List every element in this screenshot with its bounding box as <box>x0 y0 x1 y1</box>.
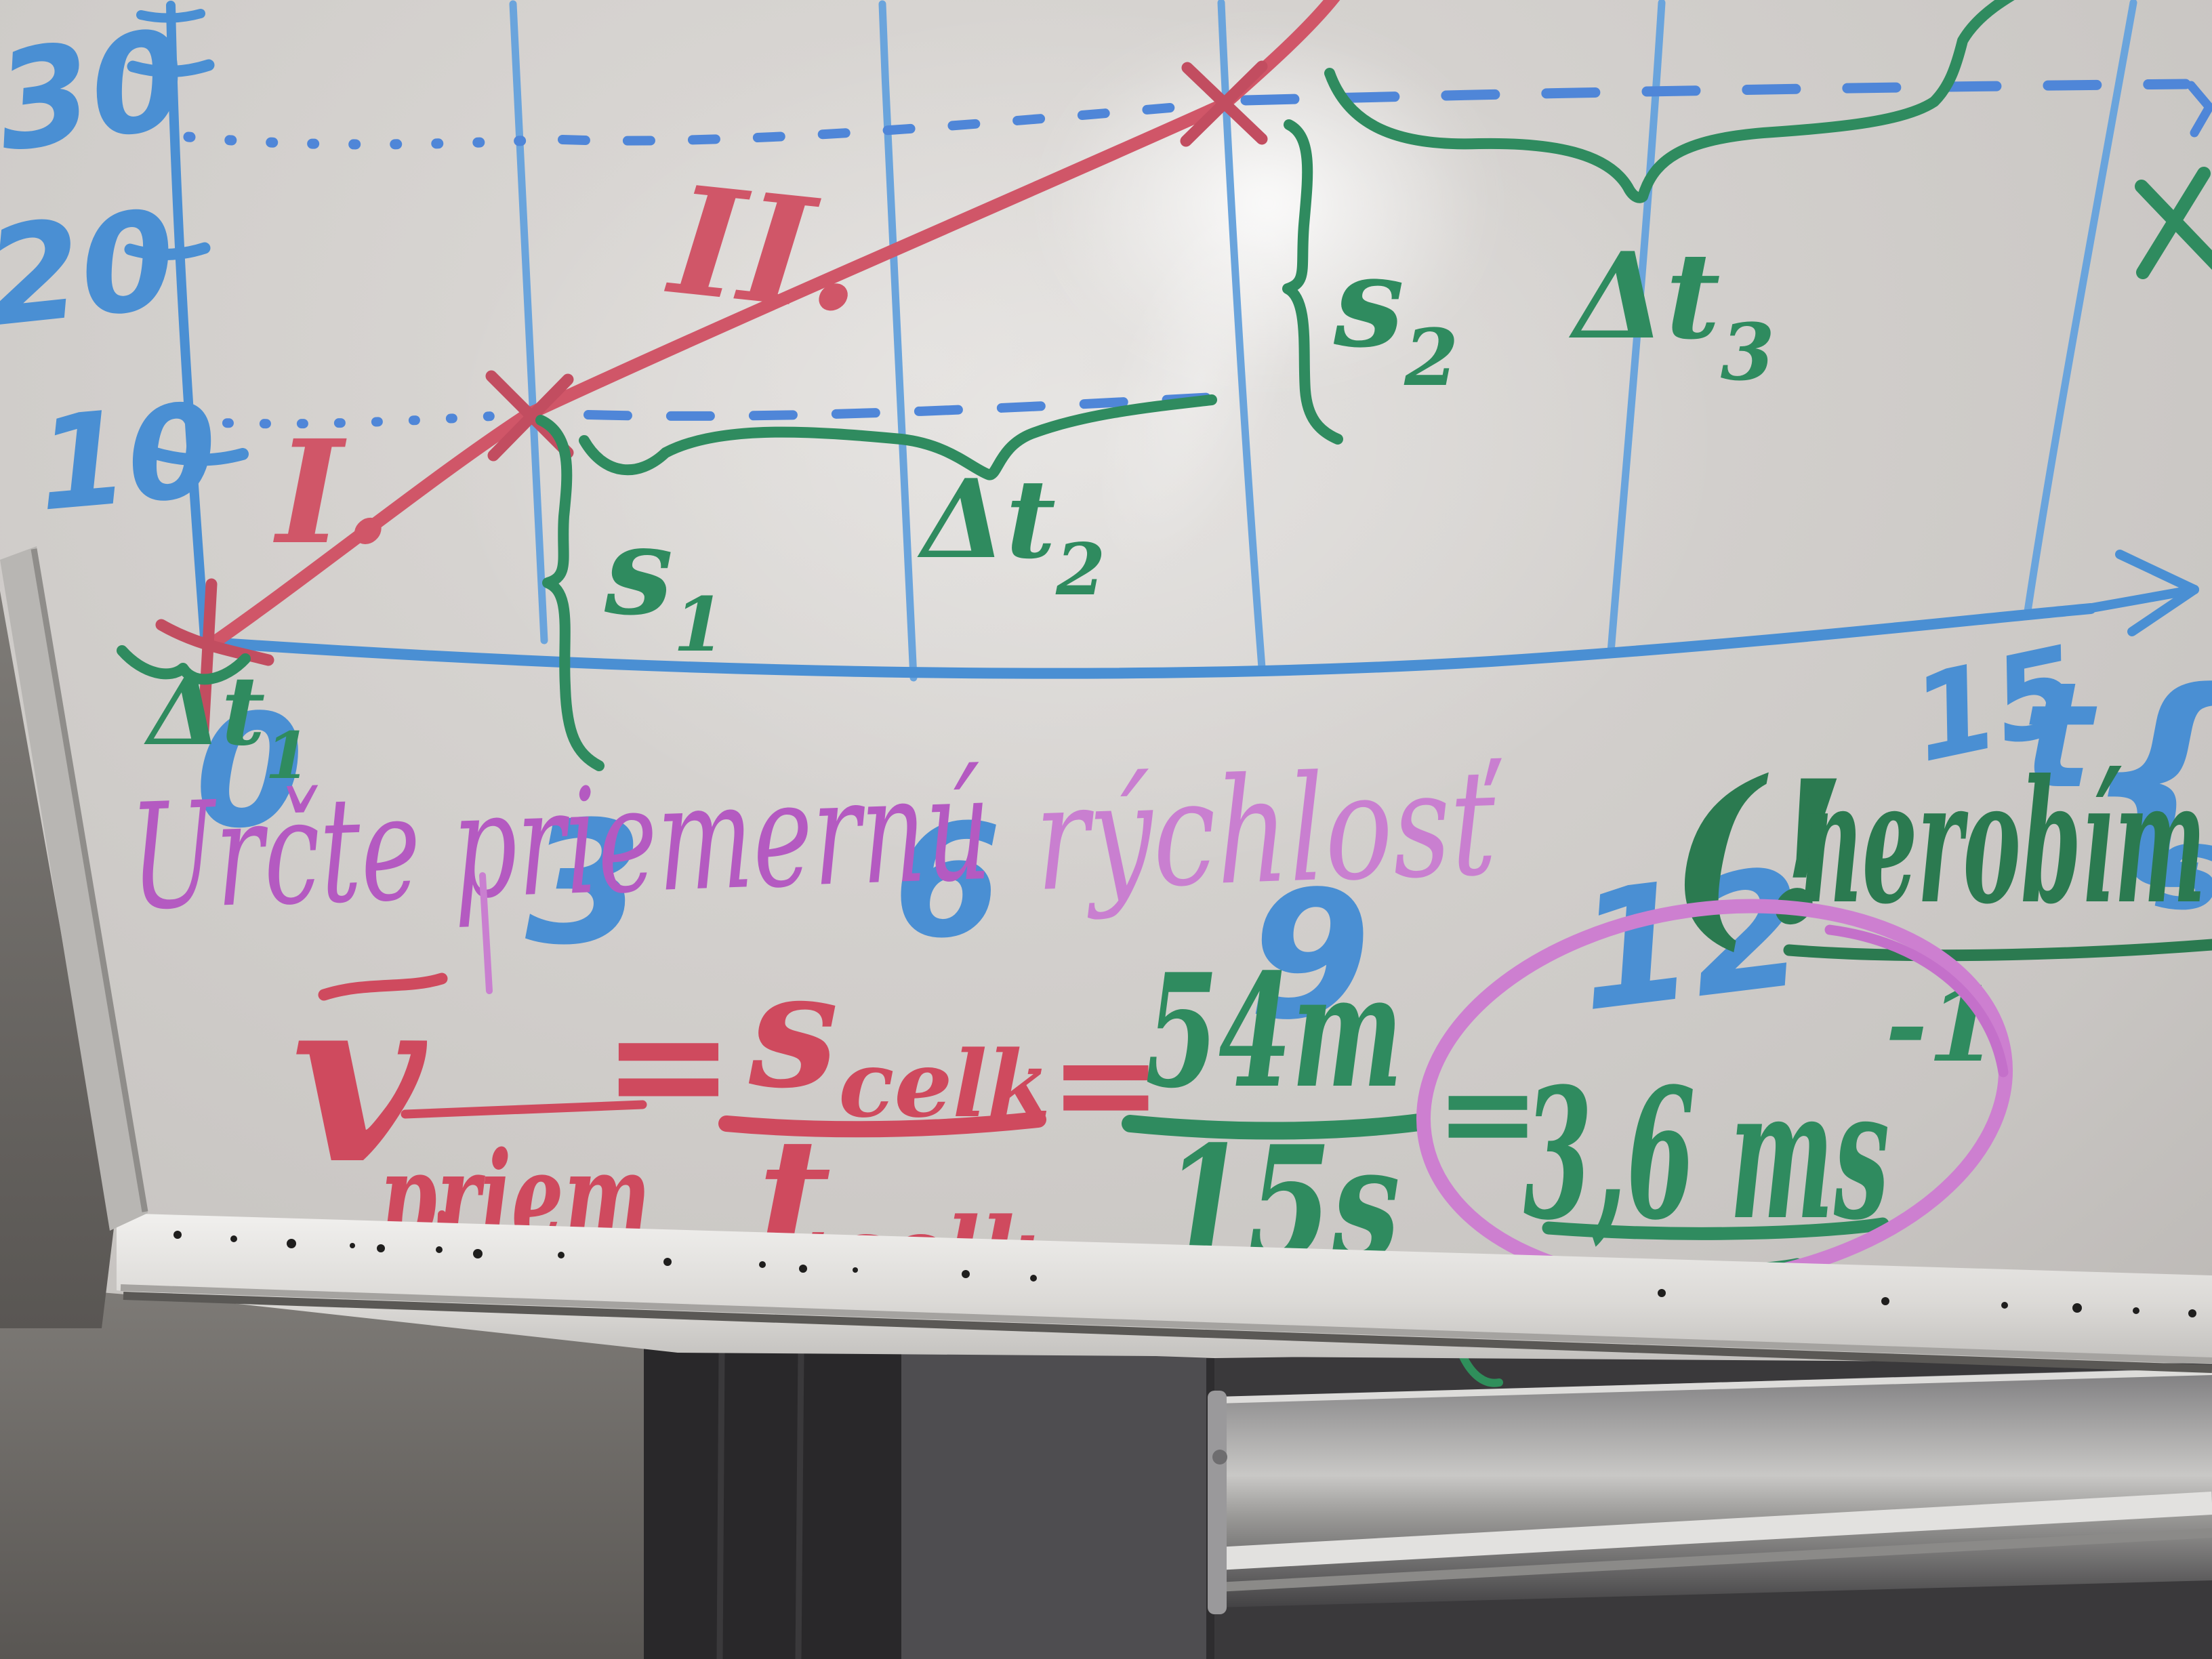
segment-label-2: II. <box>660 152 873 347</box>
tray-green-smudge <box>1458 1351 1503 1387</box>
annotation-braces <box>117 0 2212 771</box>
formula-priem-bar <box>401 1100 647 1119</box>
guide-30-mixed <box>558 100 1214 146</box>
x-label-6: 6 <box>893 792 1002 972</box>
formula-eq-3: = <box>1435 1038 1540 1186</box>
brace-dt2 <box>579 394 1217 480</box>
gridline-t3 <box>509 0 548 644</box>
glare-streak <box>1096 186 1303 573</box>
gridline-t6 <box>878 0 918 682</box>
curve-segment-2 <box>520 98 1231 422</box>
marker-tray <box>1217 1368 2212 1607</box>
x-axis-arrow-shaft <box>2076 585 2199 615</box>
formula-v-bar <box>318 972 448 1001</box>
y-tick-20 <box>124 242 211 261</box>
guide-12-dashes <box>583 392 1218 421</box>
guide-lines <box>183 79 2212 429</box>
board-frame-left <box>0 546 148 1231</box>
prompt-part-2: rýchlosť <box>1032 737 1507 924</box>
tray-end-cap <box>1208 1391 1227 1614</box>
guide-30-end-hook <box>2186 81 2212 138</box>
origin-cross-h <box>155 619 274 666</box>
formula-fraction-bar-2 <box>1122 1113 1428 1140</box>
surroundings <box>0 546 2212 1659</box>
label-s2: s2 <box>1333 228 1458 404</box>
y-axis <box>124 1 249 642</box>
prompt-part-1: Určte priemernú <box>127 743 994 943</box>
y-axis-top-tick <box>136 9 205 23</box>
x-label-0: 0 <box>195 682 304 863</box>
formula-fraction-bar-1 <box>718 1111 1046 1138</box>
aside-word: nerobím <box>1799 742 2206 941</box>
curve-segment-1 <box>203 408 534 652</box>
y-tick-10 <box>147 447 249 466</box>
guide-12-dots <box>185 410 518 429</box>
stand-post <box>901 1347 1214 1659</box>
graph: 30 20 10 0 3 6 9 12 15 t { s I. II. Δt1 … <box>0 0 2212 1059</box>
tray-top-edge <box>1216 1368 2212 1404</box>
dark-panel-seams <box>716 1349 804 1659</box>
label-s1: s1 <box>604 499 725 668</box>
brace-dt3 <box>1324 0 2015 203</box>
x-axis <box>205 550 2199 679</box>
green-x-mark <box>2135 167 2212 279</box>
y-axis-line <box>166 1 209 642</box>
x-label-9: 9 <box>1248 854 1371 1059</box>
frame-lip-shadow <box>120 1284 2212 1364</box>
x-axis-arrow-barb-top <box>2115 550 2199 594</box>
result-ellipse-overdraw <box>1824 924 2009 1078</box>
label-dt2: Δt2 <box>917 455 1105 611</box>
label-dt1: Δt1 <box>144 656 310 794</box>
annotation-labels: Δt1 s1 Δt2 s2 Δt3 <box>144 227 1775 794</box>
dark-panel <box>644 1336 901 1659</box>
y-tick-30 <box>127 59 215 78</box>
wall-left-wedge <box>0 591 114 1328</box>
wall-below-board <box>0 1284 644 1659</box>
x-label-15: 15 <box>1901 621 2091 790</box>
x-axis-brace: { <box>2084 643 2212 903</box>
frame-left-shadow-line <box>30 548 148 1212</box>
guide-30-dashes <box>1240 79 2191 106</box>
axis-labels: 30 20 10 0 3 6 9 12 15 t { s <box>0 0 2212 1059</box>
aside-open-bracket: (! <box>1668 738 1848 968</box>
x-axis-line <box>205 603 2096 679</box>
formula-result-exponent: -1 <box>1885 966 1999 1085</box>
task-prompt: Určte priemernú rýchlosť (! nerobím <box>127 737 2212 994</box>
segment-labels: I. II. <box>273 152 873 576</box>
tray-screw <box>1212 1450 1227 1465</box>
tray-lower-seam <box>1216 1528 2212 1592</box>
y-label-20: 20 <box>0 181 183 358</box>
brace-s2 <box>1282 119 1343 445</box>
point-cross-t9 <box>1180 60 1268 147</box>
origin-cross-v <box>197 578 218 737</box>
brace-s1 <box>535 415 605 771</box>
x-label-12: 12 <box>1568 832 1816 1048</box>
x-axis-var: t <box>2023 651 2097 821</box>
y-label-10: 10 <box>32 375 224 540</box>
gridlines <box>509 0 2137 682</box>
formula-value-num: 54m <box>1145 940 1403 1123</box>
aside-underline <box>1783 939 2212 962</box>
x-axis-unit: s <box>2154 802 2212 936</box>
formula-eq-2: = <box>1049 1004 1163 1163</box>
x-label-3: 3 <box>525 785 643 982</box>
result-underline-1 <box>1542 1217 1889 1240</box>
board-frame-bottom <box>117 1213 2212 1364</box>
gridline-t12 <box>1607 0 1666 656</box>
y-label-30: 30 <box>0 0 195 182</box>
frame-under-shadow <box>123 1292 2212 1373</box>
label-dt3: Δt3 <box>1568 227 1775 398</box>
x-axis-arrow-barb-bottom <box>2127 585 2199 636</box>
formula-eq-1: = <box>602 970 735 1158</box>
tray-highlight-band <box>1216 1492 2212 1570</box>
frame-dirt-specks <box>173 1231 2196 1317</box>
marker-drip-magenta <box>479 872 493 994</box>
brace-dt1 <box>117 645 251 685</box>
segment-label-1: I. <box>273 409 392 576</box>
gridline-t15 <box>2024 0 2137 615</box>
